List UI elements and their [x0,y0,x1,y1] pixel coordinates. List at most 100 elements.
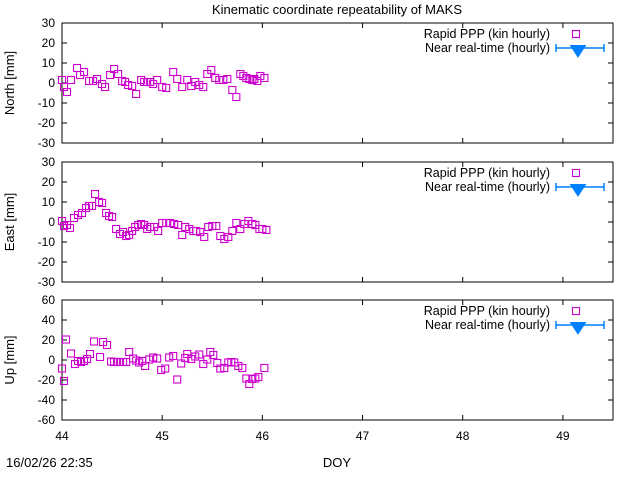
data-point-square [228,226,237,236]
data-point-square [101,82,110,92]
y-tick-label: 20 [42,175,56,189]
y-tick-label: -60 [38,413,56,427]
legend-marker-filled-down-triangle [569,45,587,58]
data-point-square [108,212,117,222]
north-axis-label: North [mm] [2,51,17,115]
data-point-square [178,82,187,92]
data-point-square [103,340,112,350]
y-tick-label: -10 [38,96,56,110]
legend-label-rapid-ppp: Rapid PPP (kin hourly) [424,304,550,318]
y-tick-label: 0 [48,215,55,229]
timestamp: 16/02/26 22:35 [6,455,93,470]
data-point-square [260,363,269,373]
data-point-square [62,87,72,97]
data-point-square [162,83,171,93]
x-tick-label: 45 [156,429,170,443]
x-tick-label: 47 [356,429,370,443]
y-tick-label: 30 [42,155,56,169]
y-tick-label: 20 [42,333,56,347]
data-point-square [173,375,182,384]
data-point-square [66,349,76,358]
data-point-square [90,337,99,346]
rapid-ppp-points [57,335,269,389]
y-tick-label: 20 [42,36,56,50]
legend-marker-open-square [571,168,581,178]
y-tick-label: -20 [38,116,56,130]
data-point-square [195,350,204,359]
data-point-square [223,74,232,84]
x-ticks: 44 45 46 47 48 49 [55,300,570,443]
x-ticks [61,23,564,143]
legend: Rapid PPP (kin hourly)Near real-time (ho… [424,166,605,197]
y-tick-label: 40 [42,313,56,327]
up-plot: 60 40 20 0 -20 -40 -60 44 45 46 47 48 49 Rapid PPP (k… [38,293,614,443]
data-point-square [98,198,107,208]
data-point-square [96,352,105,362]
y-ticks: 60 40 20 0 -20 -40 -60 [38,293,613,427]
data-point-square [79,67,89,77]
rapid-ppp-points [57,189,271,244]
data-point-square [238,363,247,373]
y-ticks: 30 20 10 0 -10 -20 -30 [38,155,613,289]
x-tick-label: 48 [456,429,470,443]
chart-title: Kinematic coordinate repeatability of MA… [212,2,462,17]
data-point-square [199,82,208,92]
y-tick-label: -20 [38,373,56,387]
data-point-square [200,232,209,242]
legend-label-near-real-time: Near real-time (hourly) [425,41,550,55]
y-tick-label: 0 [48,353,55,367]
data-point-square [262,225,271,235]
y-tick-label: 10 [42,195,56,209]
x-tick-label: 46 [256,429,270,443]
y-tick-label: 0 [48,76,55,90]
legend-marker-filled-down-triangle [569,322,587,335]
y-tick-label: 30 [42,16,56,30]
y-tick-label: -40 [38,393,56,407]
legend-label-near-real-time: Near real-time (hourly) [425,180,550,194]
data-point-square [209,350,218,360]
data-point-square [61,335,71,344]
data-point-square [260,73,269,83]
east-axis-label: East [mm] [2,193,17,252]
rapid-ppp-points [57,63,269,102]
legend-marker-open-square [571,306,581,316]
legend-marker-open-square [571,29,581,39]
data-point-square [86,349,95,359]
data-point-square [254,372,263,382]
east-plot: 30 20 10 0 -10 -20 -30 Rapid PPP (kin hourly)Ne… [38,155,614,289]
data-point-square [132,89,141,99]
up-axis-label: Up [mm] [2,335,17,384]
data-point-square [66,75,76,85]
y-tick-label: 60 [42,293,56,307]
legend-marker-filled-down-triangle [569,184,587,197]
data-point-square [59,376,69,386]
data-point-square [161,364,170,373]
x-axis-label: DOY [323,455,352,470]
data-point-square [91,189,100,199]
data-point-square [173,74,182,84]
data-point-square [207,65,216,75]
data-point-square [153,75,162,85]
legend: Rapid PPP (kin hourly)Near real-time (ho… [424,27,605,58]
legend: Rapid PPP (kin hourly)Near real-time (ho… [424,304,605,335]
x-tick-label: 44 [55,429,69,443]
data-point-square [72,63,82,73]
data-point-square [128,81,137,91]
y-tick-label: -30 [38,136,56,150]
legend-label-rapid-ppp: Rapid PPP (kin hourly) [424,27,550,41]
north-plot: 30 20 10 0 -10 -20 -30 Rapid PPP (kin hourly)Ne… [38,16,614,150]
x-tick-label: 49 [556,429,570,443]
data-point-square [248,75,257,85]
y-tick-label: -30 [38,275,56,289]
data-point-square [169,351,178,361]
data-point-square [212,221,221,231]
data-point-square [93,74,102,84]
data-point-square [232,92,241,102]
data-point-square [65,223,75,233]
data-point-square [178,230,187,240]
data-point-square [154,226,163,236]
legend-label-near-real-time: Near real-time (hourly) [425,318,550,332]
